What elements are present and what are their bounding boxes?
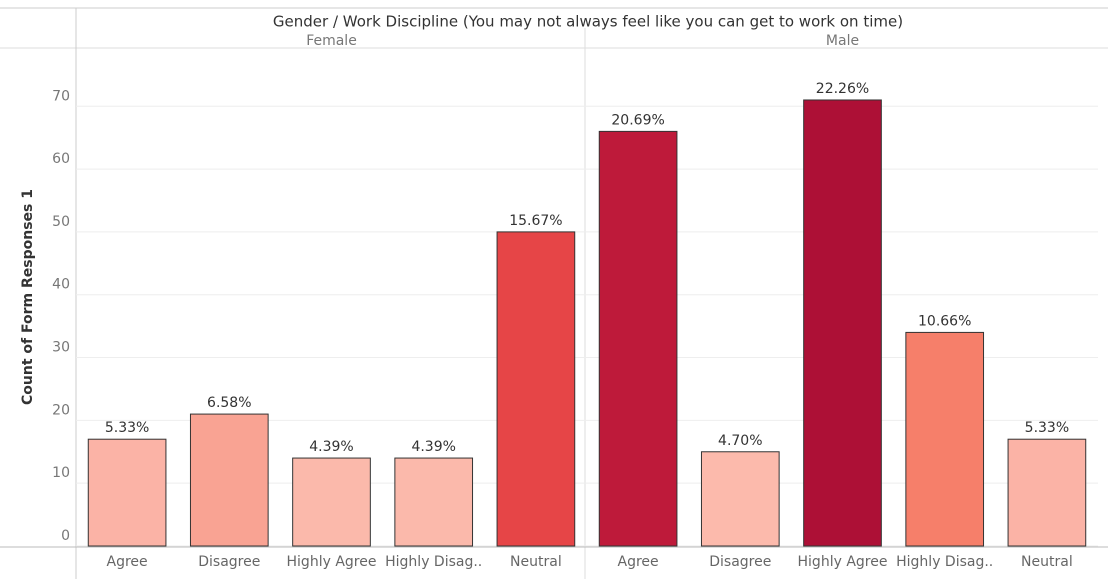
data-label: 6.58% bbox=[207, 395, 251, 411]
bar bbox=[905, 331, 985, 547]
bar bbox=[87, 438, 167, 547]
data-label: 5.33% bbox=[1025, 420, 1069, 436]
data-label: 5.33% bbox=[105, 420, 149, 436]
data-label: 15.67% bbox=[509, 213, 562, 229]
y-tick-label: 0 bbox=[61, 528, 70, 544]
x-tick-label: Highly Disag.. bbox=[385, 554, 482, 570]
bar bbox=[803, 99, 882, 547]
y-tick-label: 10 bbox=[52, 465, 70, 481]
y-tick-label: 30 bbox=[52, 340, 70, 356]
x-tick-label: Highly Agree bbox=[287, 554, 377, 570]
y-tick-label: 70 bbox=[52, 88, 70, 104]
bar bbox=[394, 457, 474, 547]
panel-label: Male bbox=[826, 33, 859, 49]
x-tick-label: Highly Disag.. bbox=[896, 554, 993, 570]
data-label: 4.39% bbox=[309, 439, 353, 455]
bar bbox=[598, 130, 678, 547]
bar bbox=[496, 231, 576, 547]
x-tick-label: Highly Agree bbox=[798, 554, 888, 570]
x-tick-label: Disagree bbox=[198, 554, 260, 570]
y-tick-label: 50 bbox=[52, 214, 70, 230]
data-label: 22.26% bbox=[816, 81, 869, 97]
x-tick-label: Disagree bbox=[709, 554, 771, 570]
x-tick-label: Agree bbox=[107, 554, 148, 570]
panel-label: Female bbox=[306, 33, 357, 49]
x-tick-label: Neutral bbox=[1021, 554, 1073, 570]
bar bbox=[1007, 438, 1087, 547]
y-tick-label: 60 bbox=[52, 151, 70, 167]
bar bbox=[292, 457, 371, 547]
x-tick-label: Neutral bbox=[510, 554, 562, 570]
bar bbox=[700, 451, 780, 547]
y-tick-label: 40 bbox=[52, 277, 70, 293]
y-tick-label: 20 bbox=[52, 402, 70, 418]
data-label: 4.39% bbox=[411, 439, 455, 455]
data-label: 4.70% bbox=[718, 433, 762, 449]
bar bbox=[189, 413, 269, 547]
y-axis-label: Count of Form Responses 1 bbox=[20, 189, 36, 405]
data-label: 20.69% bbox=[611, 112, 664, 128]
data-label: 10.66% bbox=[918, 313, 971, 329]
chart-title: Gender / Work Discipline (You may not al… bbox=[273, 13, 903, 31]
x-tick-label: Agree bbox=[618, 554, 659, 570]
